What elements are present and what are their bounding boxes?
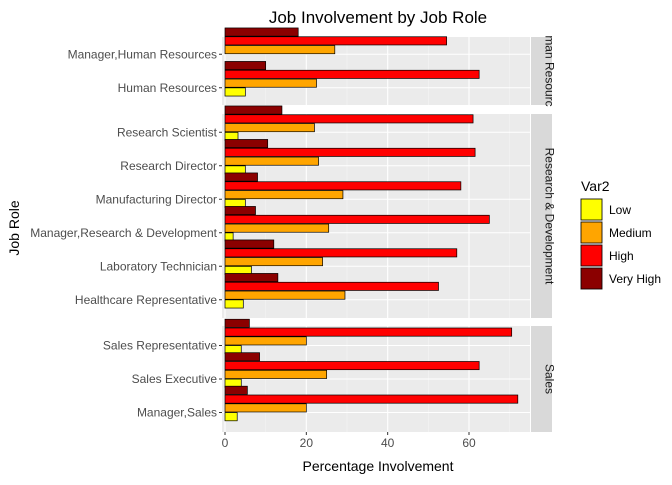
bar-very-high xyxy=(224,139,269,148)
bar-very-high xyxy=(224,27,299,37)
chart-panels: Manager,Human Resources Human Resources ma… xyxy=(30,27,557,432)
bar-high xyxy=(224,361,480,371)
bar-high xyxy=(224,147,476,157)
bar-high xyxy=(224,69,480,79)
legend-title: Var2 xyxy=(581,178,610,194)
bar-medium xyxy=(224,290,346,300)
bar-high xyxy=(224,281,439,291)
panel-human-resources: Manager,Human Resources Human Resources ma… xyxy=(68,27,557,107)
legend-key-low xyxy=(580,198,603,221)
bar-medium xyxy=(224,78,317,88)
facet-strip-label: Sales xyxy=(543,364,557,394)
legend-key-very-high xyxy=(580,267,603,290)
bar-medium xyxy=(224,45,336,55)
bar-medium xyxy=(224,403,307,413)
bar-very-high xyxy=(224,105,283,115)
legend-label: Medium xyxy=(609,226,652,240)
bar-low xyxy=(224,299,244,309)
legend-label: High xyxy=(609,249,634,263)
bar-high xyxy=(224,214,490,224)
legend-label: Very High xyxy=(609,272,661,286)
bar-very-high xyxy=(224,172,258,182)
bar-high xyxy=(224,36,447,46)
bar-high xyxy=(224,327,513,337)
category-label: Manager,Sales xyxy=(137,406,217,420)
chart-title: Job Involvement by Job Role xyxy=(269,8,487,27)
bar-very-high xyxy=(224,385,248,395)
bar-very-high xyxy=(224,61,267,71)
bar-very-high xyxy=(224,352,260,362)
bar-very-high xyxy=(224,206,256,215)
bar-very-high xyxy=(224,239,275,249)
x-tick-label: 40 xyxy=(381,436,395,450)
bar-very-high xyxy=(224,318,250,328)
category-label: Research Director xyxy=(120,159,217,173)
legend-label: Low xyxy=(609,203,631,217)
facet-strip-label: Research & Development xyxy=(543,148,557,285)
facet-strip xyxy=(531,114,552,318)
bar-very-high xyxy=(224,273,279,283)
bar-high xyxy=(224,248,458,258)
facet-strip xyxy=(531,37,552,105)
category-label: Laboratory Technician xyxy=(100,259,217,273)
category-label: Manager,Human Resources xyxy=(68,47,217,61)
category-label: Manager,Research & Development xyxy=(30,226,217,240)
bar-medium xyxy=(224,369,328,379)
category-label: Healthcare Representative xyxy=(75,293,217,307)
bar-medium xyxy=(224,336,307,346)
category-label: Sales Executive xyxy=(132,372,218,386)
bar-low xyxy=(224,412,238,422)
x-axis: 0 20 40 60 xyxy=(222,432,476,450)
panel-sales: Sales Representative Sales Executive Manag… xyxy=(103,318,557,432)
bar-low xyxy=(224,87,246,97)
bar-medium xyxy=(224,190,344,200)
bar-medium xyxy=(224,257,323,267)
category-label: Sales Representative xyxy=(103,339,217,353)
x-axis-label: Percentage Involvement xyxy=(303,458,454,474)
bar-high xyxy=(224,181,462,191)
bar-medium xyxy=(224,156,319,166)
legend-key-high xyxy=(580,244,603,267)
category-label: Manufacturing Director xyxy=(96,192,217,206)
facet-strip xyxy=(531,326,552,432)
bar-medium xyxy=(224,223,330,233)
bar-medium xyxy=(224,123,315,133)
x-tick-label: 20 xyxy=(300,436,314,450)
legend-key-medium xyxy=(580,221,603,244)
legend: Var2 Low Medium High Very High xyxy=(580,178,661,290)
category-label: Research Scientist xyxy=(117,125,218,139)
bar-high xyxy=(224,394,519,404)
facet-strip-label: man Resourc xyxy=(543,35,557,106)
panel-research-development: Research Scientist Research Director Manuf… xyxy=(30,105,557,318)
x-tick-label: 0 xyxy=(222,436,229,450)
bar-high xyxy=(224,114,474,124)
category-label: Human Resources xyxy=(118,81,217,95)
x-tick-label: 60 xyxy=(462,436,476,450)
y-axis-label: Job Role xyxy=(6,200,22,255)
